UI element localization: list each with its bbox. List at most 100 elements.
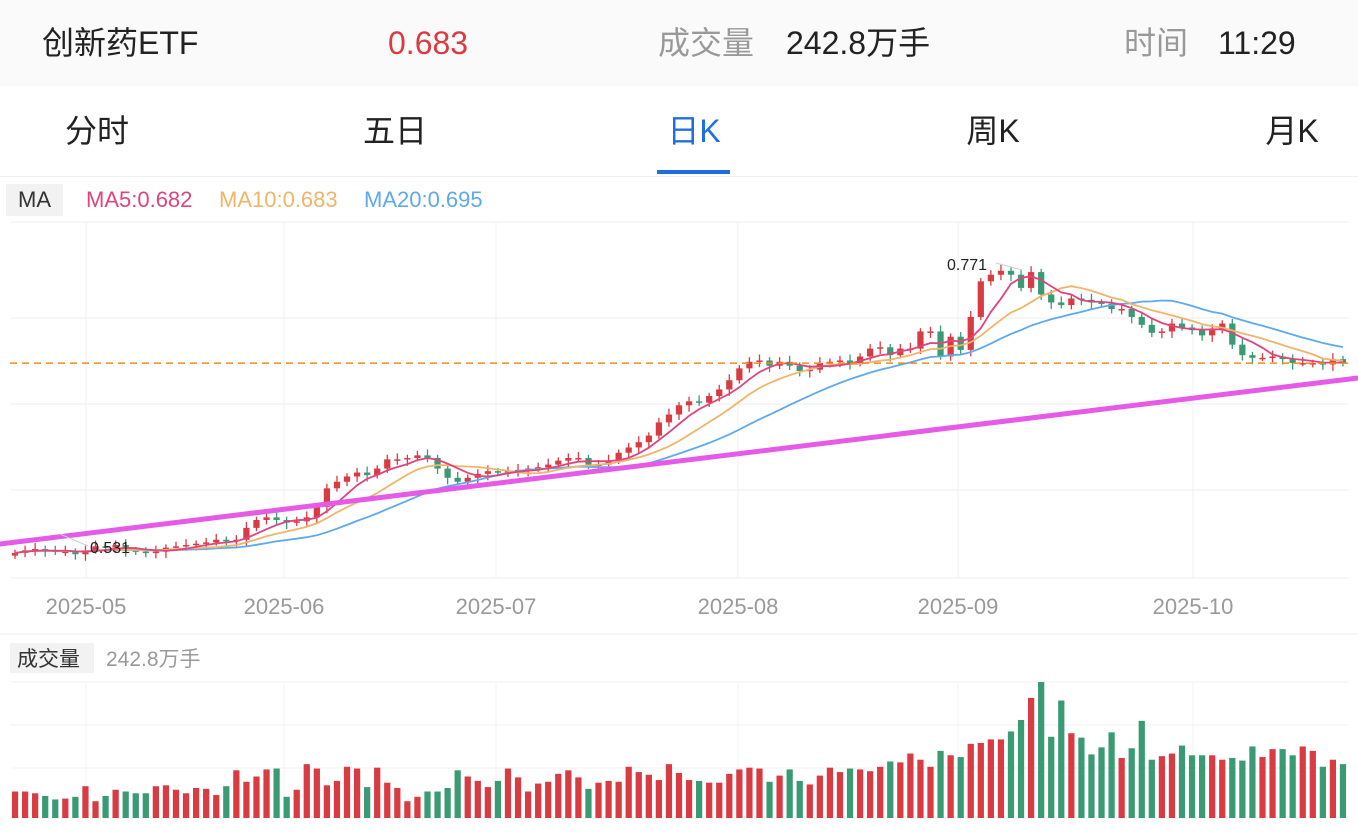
candle-body	[736, 368, 743, 381]
volume-bar	[816, 775, 823, 818]
volume-bar	[182, 793, 190, 818]
candle-body	[977, 281, 984, 317]
high-annotation: 0.771	[947, 257, 987, 274]
candle-body	[32, 548, 39, 551]
candle-body	[1148, 324, 1155, 333]
candle-body	[1128, 309, 1135, 317]
volume-bar	[11, 791, 19, 818]
candle-body	[72, 551, 79, 555]
volume-bar	[867, 771, 874, 818]
candle-body	[102, 546, 109, 548]
volume-bar	[1108, 732, 1115, 818]
volume-bar	[967, 743, 974, 818]
volume-bar	[394, 787, 401, 818]
tab-weekly-k[interactable]: 周K	[966, 113, 1020, 149]
volume-bar	[675, 772, 683, 818]
volume-bar	[1007, 731, 1015, 818]
volume-bar	[1138, 720, 1145, 818]
volume-bar	[1118, 757, 1125, 818]
candle-body	[343, 476, 351, 482]
candle-body	[273, 517, 280, 520]
volume-bar	[665, 764, 673, 818]
candle-body	[182, 545, 190, 547]
volume-bar	[565, 770, 572, 818]
volume-bar	[82, 786, 89, 818]
candle-body	[545, 464, 552, 468]
volume-bar	[1239, 760, 1246, 818]
volume-bar	[1329, 759, 1337, 818]
candle-body	[404, 458, 411, 460]
candle-body	[434, 458, 441, 469]
time-value: 11:29	[1218, 25, 1296, 61]
volume-bar	[907, 753, 914, 818]
volume-bar	[424, 791, 431, 818]
volume-bar	[122, 791, 129, 818]
candle-body	[333, 481, 341, 489]
volume-bar	[243, 781, 250, 818]
candle-body	[867, 348, 874, 357]
candle-body	[1299, 363, 1306, 365]
candle-body	[997, 270, 1005, 275]
volume-bar	[605, 780, 612, 818]
candle-body	[213, 539, 220, 543]
candle-body	[62, 551, 69, 554]
volume-bar	[776, 775, 783, 818]
candle-body	[192, 543, 200, 546]
volume-bar	[293, 789, 300, 818]
volume-bar	[1259, 757, 1266, 818]
volume-bar	[706, 782, 713, 818]
volume-bar	[364, 787, 371, 818]
candle-body	[1118, 309, 1125, 311]
candle-body	[1269, 356, 1276, 358]
candle-body	[323, 488, 331, 507]
volume-bar	[1048, 736, 1055, 818]
volume-bar	[846, 768, 854, 818]
candle-body	[856, 356, 864, 364]
volume-bar	[997, 739, 1005, 818]
candle-body	[454, 477, 461, 482]
candle-body	[675, 405, 683, 415]
candle-body	[1108, 303, 1115, 310]
tab-monthly-k[interactable]: 月K	[1265, 113, 1319, 149]
candle-body	[1068, 298, 1075, 306]
volume-bar	[1289, 755, 1296, 818]
volume-bar	[72, 796, 79, 818]
volume-bar	[152, 786, 159, 818]
volume-panel-value: 242.8万手	[106, 648, 201, 671]
volume-bar	[535, 783, 542, 818]
high-annotation-leader	[995, 262, 1023, 271]
volume-bar	[1078, 737, 1085, 818]
volume-bar	[343, 766, 351, 818]
volume-bar	[203, 788, 210, 818]
volume-bar	[1168, 753, 1176, 818]
candle-body	[263, 517, 270, 520]
candle-body	[887, 347, 894, 356]
candle-body	[635, 442, 642, 448]
candle-body	[605, 460, 612, 465]
volume-bar	[595, 782, 602, 818]
volume-bar	[987, 739, 994, 818]
ma20-legend: MA20:0.695	[364, 187, 483, 212]
ma-tag[interactable]: MA	[6, 184, 63, 216]
time-label: 时间	[1124, 25, 1189, 61]
candle-body	[1199, 330, 1206, 336]
tab-five-day[interactable]: 五日	[362, 113, 428, 149]
volume-bar	[333, 780, 341, 818]
candle-body	[665, 414, 673, 423]
volume-bar	[696, 780, 703, 818]
candle-body	[987, 274, 994, 282]
volume-bar	[766, 781, 773, 818]
volume-bar	[1339, 764, 1347, 818]
security-name: 创新药ETF	[42, 25, 199, 61]
volume-bar	[32, 793, 39, 818]
tab-intraday[interactable]: 分时	[64, 113, 130, 149]
volume-bar	[585, 788, 592, 818]
volume-bar	[253, 776, 260, 818]
tab-daily-k[interactable]: 日K	[667, 113, 721, 149]
candle-body	[203, 542, 210, 544]
volume-bar	[514, 777, 522, 818]
volume-bar	[977, 742, 984, 818]
volume-bar	[1128, 748, 1135, 818]
volume-bar	[21, 791, 29, 818]
